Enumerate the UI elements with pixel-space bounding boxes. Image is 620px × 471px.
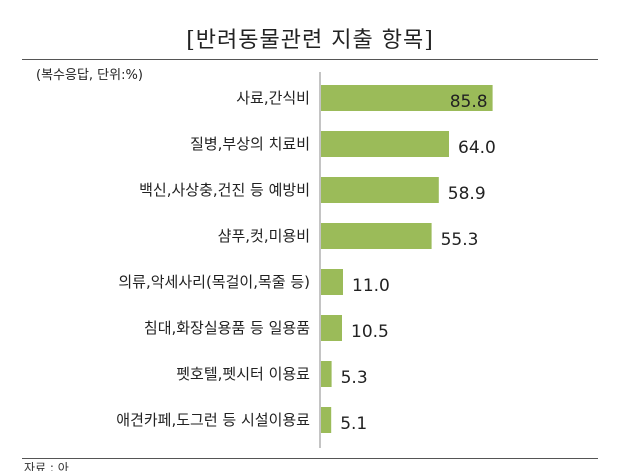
value-label: 55.3: [441, 230, 479, 250]
value-label: 11.0: [352, 276, 390, 296]
category-label: 의류,악세사리(목걸이,목줄 등): [118, 273, 310, 291]
bar: [321, 269, 343, 295]
bar-group: 사료,간식비 85.8 질병,부상의 치료비 64.0 백신,사상충,건진 등 예방비 5…: [116, 85, 496, 434]
bar: [321, 177, 439, 203]
bar: [321, 315, 342, 341]
category-label: 백신,사상충,건진 등 예방비: [139, 181, 310, 199]
category-label: 샴푸,컷,미용비: [218, 227, 310, 245]
bar: [321, 361, 332, 387]
unit-note: (복수응답, 단위:%): [36, 68, 143, 83]
value-label: 5.1: [340, 414, 367, 434]
bar: [321, 223, 432, 249]
chart-title: [반려동물관련 지출 항목]: [186, 28, 434, 53]
category-label: 펫호텔,펫시터 이용료: [176, 365, 310, 383]
category-label: 애견카페,도그런 등 시설이용료: [116, 411, 310, 429]
bar: [321, 131, 449, 157]
bottom-rule: [22, 458, 598, 459]
title-rule: [22, 59, 598, 60]
category-label: 침대,화장실용품 등 일용품: [144, 319, 310, 337]
bar: [321, 85, 493, 111]
value-label: 10.5: [351, 322, 389, 342]
value-label: 85.8: [450, 92, 488, 112]
value-label: 5.3: [341, 368, 368, 388]
value-label: 58.9: [448, 184, 486, 204]
bar: [321, 407, 332, 433]
value-label: 64.0: [458, 138, 496, 158]
category-label: 질병,부상의 치료비: [190, 135, 310, 153]
category-label: 사료,간식비: [236, 89, 310, 107]
footnote: 자료 : 아: [24, 462, 69, 471]
